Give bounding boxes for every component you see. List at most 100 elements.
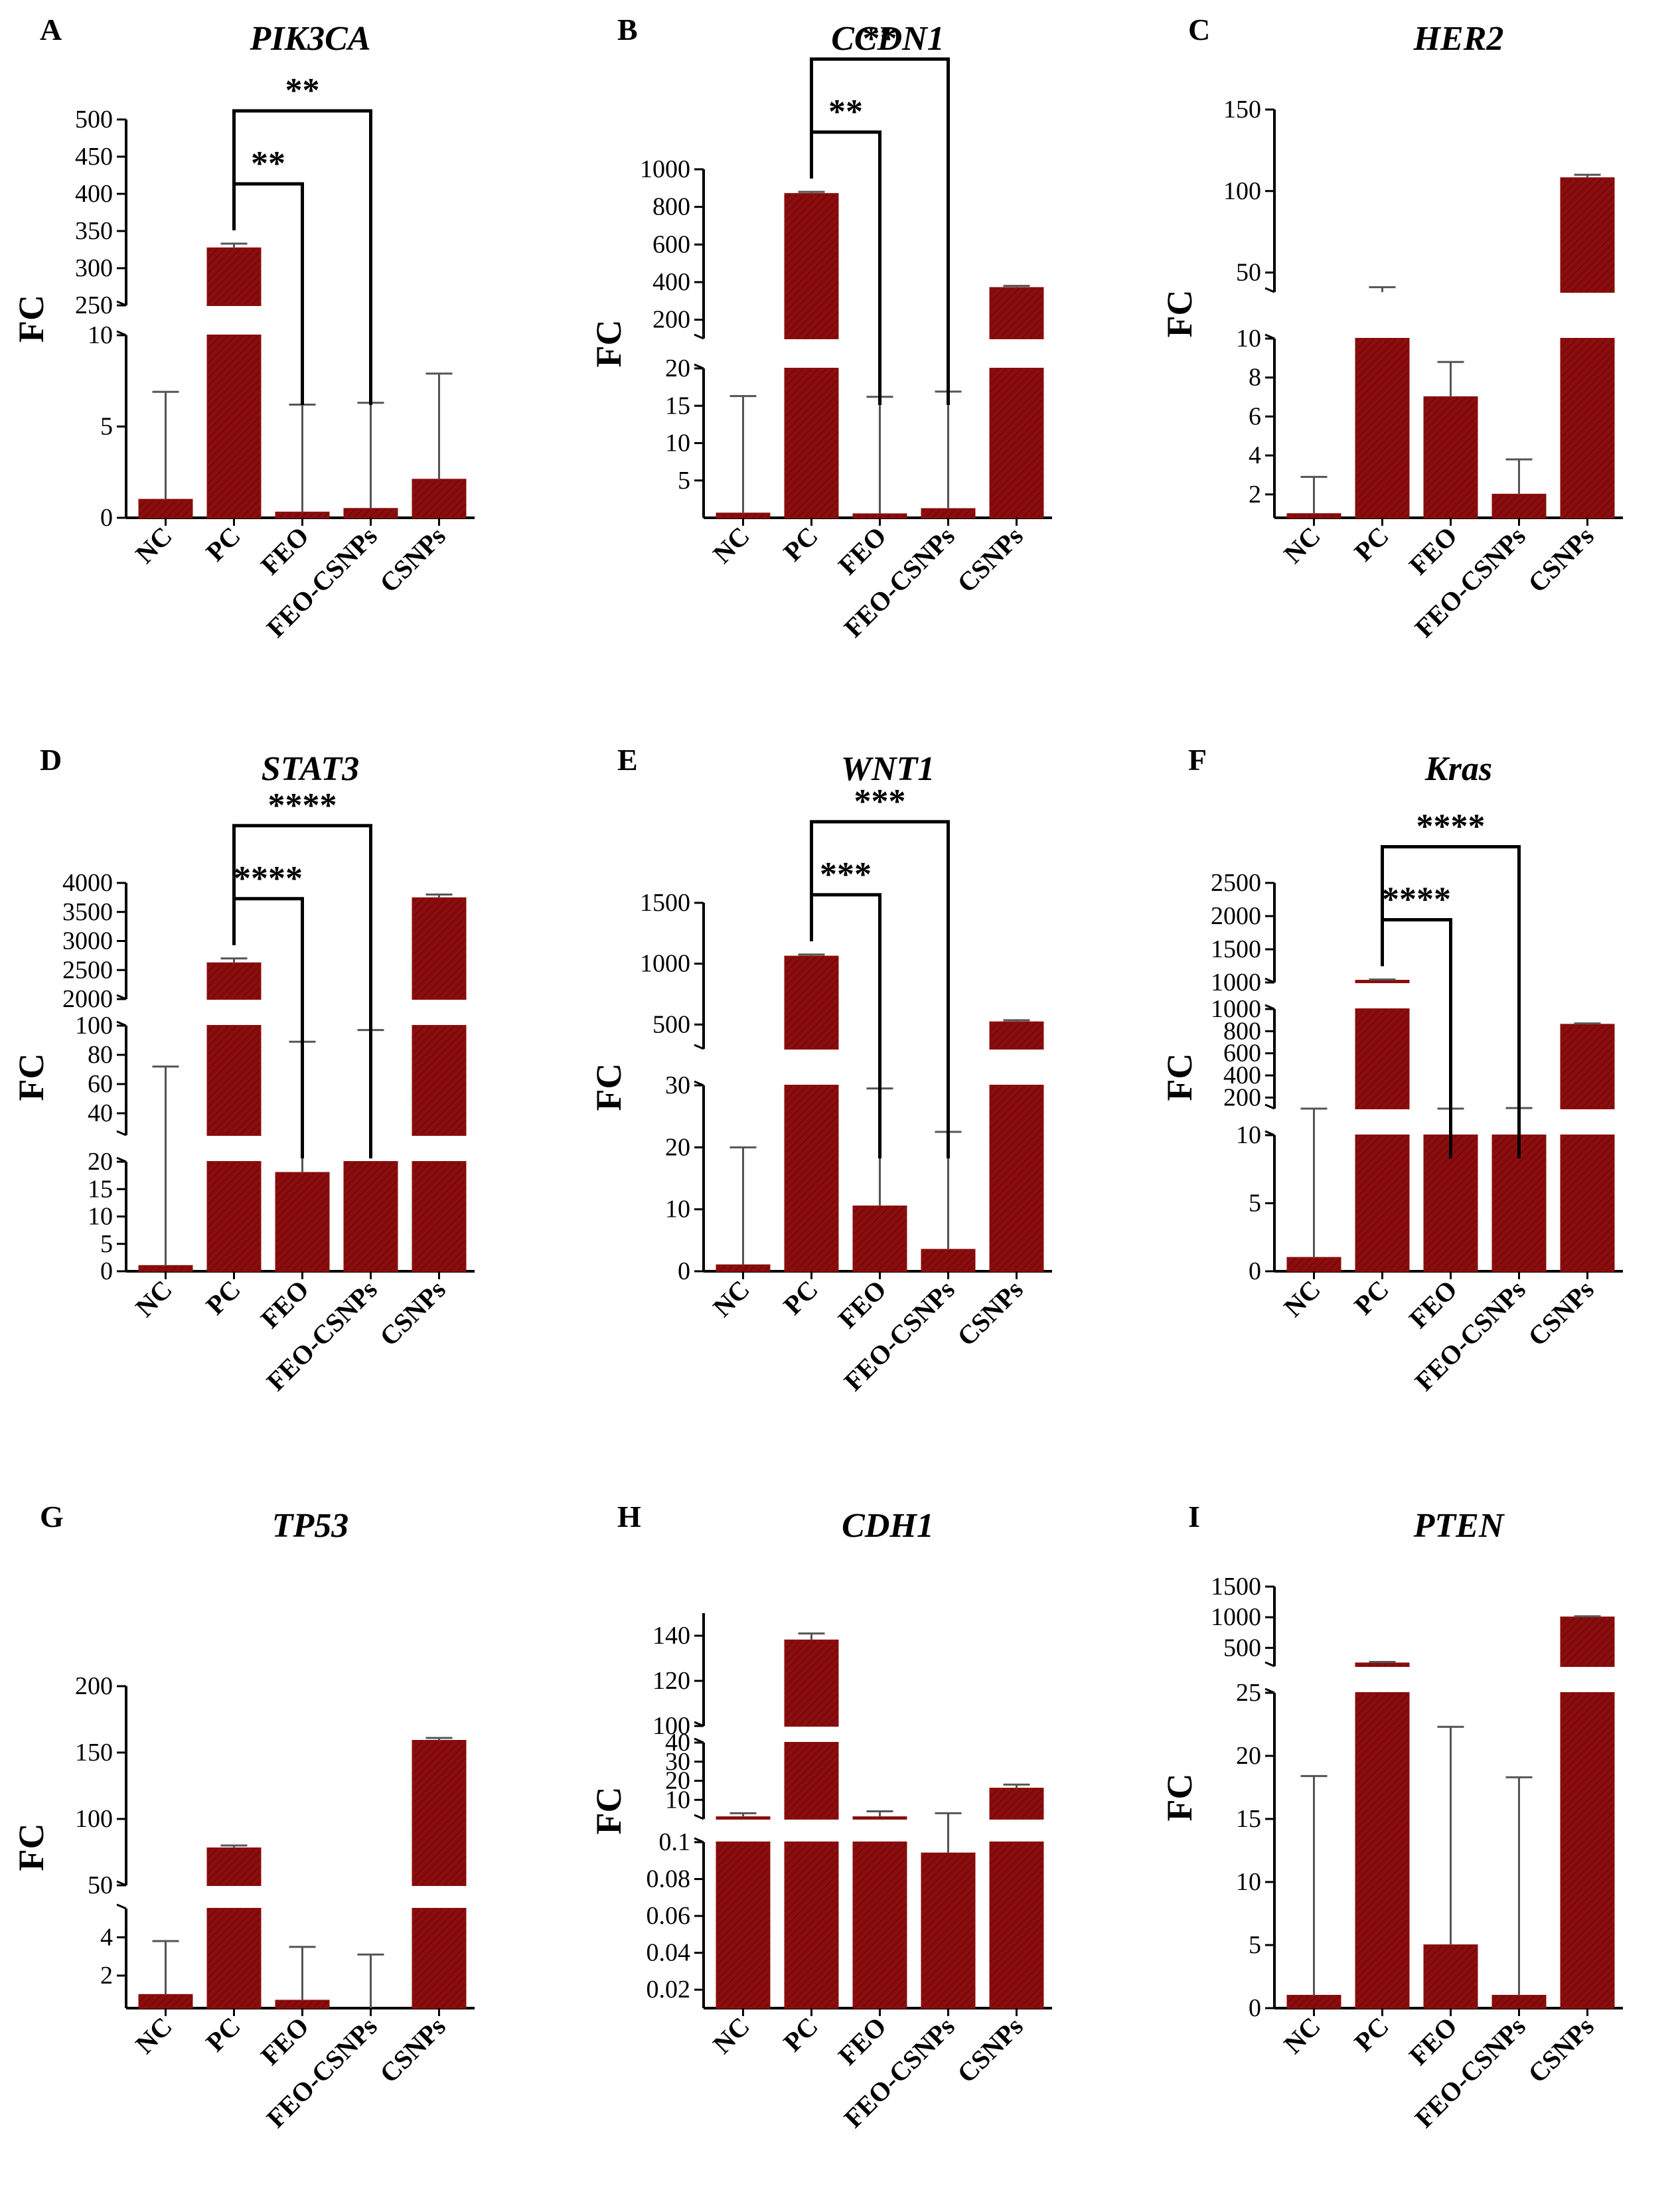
bar-PC (1355, 1662, 1410, 1667)
chart-title: CCDN1 (831, 20, 944, 58)
bar-CSNPs (412, 1025, 467, 1136)
y-tick-label: 0 (100, 1257, 113, 1285)
y-tick-label: 15 (665, 392, 690, 420)
y-axis-label: FC (1160, 1774, 1199, 1822)
y-tick-label: 1000 (640, 155, 690, 183)
y-tick-label: 40 (665, 1729, 690, 1757)
bar-PC (784, 955, 839, 1050)
y-tick-label: 10 (1236, 1121, 1261, 1149)
axis-break-mark (694, 333, 704, 370)
y-tick-label: 2500 (62, 956, 113, 984)
bar-NC (1286, 1995, 1341, 2009)
y-tick-label: 3500 (62, 898, 113, 926)
bar-PC (206, 1847, 262, 1886)
y-tick-label: 10 (88, 321, 113, 349)
x-tick-label: FEO (255, 1275, 315, 1334)
y-tick-label: 1500 (1211, 1573, 1261, 1601)
y-tick-label: 6 (1249, 402, 1261, 430)
bar-CSNPs (1560, 1024, 1615, 1110)
bar-PC (206, 1908, 262, 2009)
y-tick-label: 25 (1236, 1679, 1261, 1707)
y-tick-label: 10 (1236, 325, 1261, 353)
y-tick-label: 800 (652, 193, 690, 221)
bar-NC (1286, 1257, 1341, 1272)
bar-FEO-CSNPs (343, 1161, 398, 1272)
y-tick-label: 2 (100, 1962, 113, 1990)
chart-title: WNT1 (841, 750, 935, 788)
x-tick-label: FEO (1403, 1275, 1463, 1334)
y-tick-label: 1000 (640, 950, 690, 978)
x-tick-label: CSNPs (951, 521, 1029, 599)
bar-NC (1286, 513, 1341, 518)
x-tick-label: CSNPs (951, 2011, 1029, 2089)
bar-FEO (275, 2000, 330, 2009)
y-tick-label: 0 (678, 1257, 690, 1285)
y-tick-label: 0 (1249, 1994, 1261, 2022)
axis-break-mark (694, 1814, 704, 1843)
y-tick-label: 0.06 (647, 1902, 691, 1930)
y-tick-label: 20 (88, 1148, 113, 1176)
bar-PC (784, 1742, 839, 1820)
x-tick-label: NC (707, 2011, 755, 2060)
y-tick-label: 0 (100, 504, 113, 532)
y-tick-label: 1000 (1211, 969, 1261, 996)
y-tick-label: 1000 (1211, 1603, 1261, 1631)
panel-letter: E (617, 743, 638, 777)
y-tick-label: 1500 (640, 889, 690, 917)
bar-NC (716, 1264, 771, 1272)
significance-label: **** (1416, 808, 1486, 846)
y-tick-label: 350 (75, 217, 113, 245)
x-tick-label: FEO (832, 2011, 892, 2071)
significance-label: ** (828, 93, 863, 131)
bar-CSNPs (412, 897, 467, 1000)
y-tick-label: 2000 (1211, 902, 1261, 930)
y-tick-label: 600 (1223, 1040, 1261, 1067)
x-tick-label: NC (129, 2011, 178, 2060)
x-tick-label: PC (1348, 521, 1395, 568)
bar-NC (138, 1994, 193, 2009)
x-tick-label: PC (200, 521, 246, 568)
bar-FEO (1423, 396, 1478, 518)
x-tick-label: PC (1348, 1275, 1395, 1321)
x-tick-label: CSNPs (374, 521, 451, 599)
y-tick-label: 100 (652, 1712, 690, 1740)
y-tick-label: 2 (1249, 481, 1261, 509)
y-tick-label: 0.1 (659, 1828, 691, 1856)
bar-FEO (852, 1206, 907, 1272)
panel-letter: A (40, 13, 62, 46)
bar-PC (206, 1161, 262, 1272)
y-tick-label: 10 (665, 1196, 690, 1223)
bar-CSNPs (1560, 177, 1615, 293)
x-tick-label: PC (200, 1275, 246, 1321)
y-tick-label: 3000 (62, 927, 113, 955)
bar-FEO-CSNPs (343, 508, 398, 518)
bar-PC (206, 335, 262, 518)
x-tick-label: CSNPs (374, 1275, 451, 1352)
chart-title: HER2 (1413, 20, 1504, 58)
bar-FEO-CSNPs (921, 1852, 976, 2009)
y-tick-label: 250 (75, 291, 113, 319)
bar-CSNPs (412, 1908, 467, 2009)
bar-CSNPs (1560, 1135, 1615, 1272)
chart-title: PTEN (1413, 1507, 1505, 1545)
chart-title: Kras (1424, 750, 1492, 788)
y-tick-label: 400 (75, 180, 113, 208)
bar-PC (1355, 1008, 1410, 1109)
bar-CSNPs (989, 1021, 1044, 1050)
y-tick-label: 15 (88, 1175, 113, 1203)
y-tick-label: 5 (100, 1230, 113, 1258)
y-tick-label: 1500 (1211, 935, 1261, 963)
y-tick-label: 500 (652, 1010, 690, 1038)
panel-letter: D (40, 743, 62, 777)
y-tick-label: 10 (1236, 1868, 1261, 1896)
significance-label: *** (854, 783, 906, 821)
x-tick-label: FEO (1403, 2011, 1463, 2071)
y-tick-label: 500 (1223, 1634, 1261, 1662)
bar-NC (716, 1816, 771, 1820)
x-tick-label: NC (707, 1275, 755, 1323)
panel-F: F KrasFC051020040060080010001000150020002… (1160, 743, 1623, 1397)
bar-CSNPs (1560, 1616, 1615, 1667)
